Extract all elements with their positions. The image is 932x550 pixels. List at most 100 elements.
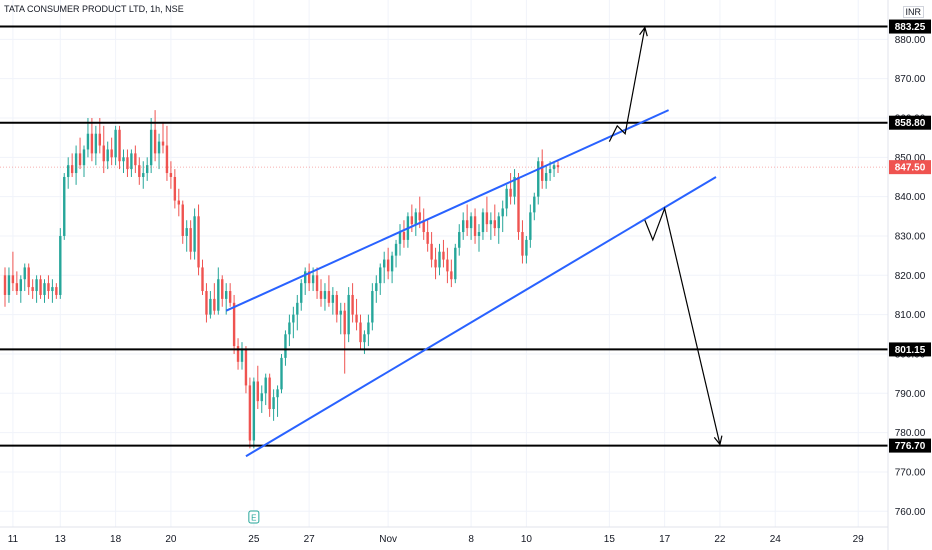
candle-body[interactable] [3, 275, 7, 295]
candle-body[interactable] [63, 176, 66, 236]
candle-body[interactable] [43, 283, 46, 295]
candle-body[interactable] [201, 267, 204, 292]
candle-body[interactable] [232, 302, 236, 347]
channel-trendline[interactable] [225, 109, 670, 312]
candle-body[interactable] [529, 212, 532, 240]
candle-body[interactable] [339, 310, 342, 315]
earnings-badge[interactable] [248, 510, 260, 524]
candle-body[interactable] [513, 176, 516, 197]
candle-body[interactable] [347, 294, 350, 335]
candle-body[interactable] [398, 232, 402, 244]
candle-body[interactable] [292, 314, 295, 323]
candle-body[interactable] [359, 322, 362, 343]
candle-body[interactable] [533, 196, 536, 213]
candle-body[interactable] [67, 165, 70, 177]
candle-body[interactable] [102, 145, 105, 162]
candle-body[interactable] [252, 381, 256, 441]
candle-body[interactable] [118, 129, 121, 162]
projection-path[interactable] [644, 206, 721, 445]
candle-body[interactable] [23, 267, 26, 280]
candlestick-series[interactable] [3, 110, 560, 449]
candle-body[interactable] [525, 239, 528, 256]
candle-body[interactable] [19, 279, 22, 292]
candle-body[interactable] [402, 232, 406, 240]
candle-body[interactable] [501, 208, 504, 217]
candle-body[interactable] [153, 129, 157, 154]
candle-body[interactable] [173, 176, 177, 201]
candle-body[interactable] [138, 165, 141, 177]
candle-body[interactable] [228, 291, 232, 303]
candle-body[interactable] [51, 287, 54, 292]
candle-body[interactable] [197, 216, 200, 268]
candle-body[interactable] [493, 220, 496, 229]
candle-body[interactable] [169, 173, 173, 177]
candle-body[interactable] [276, 389, 279, 398]
candle-body[interactable] [260, 393, 263, 402]
candle-body[interactable] [106, 149, 109, 162]
candle-body[interactable] [311, 275, 315, 284]
candle-body[interactable] [304, 271, 307, 284]
candle-body[interactable] [296, 302, 299, 315]
candle-body[interactable] [213, 298, 216, 311]
candle-body[interactable] [280, 357, 283, 390]
candle-body[interactable] [55, 287, 58, 295]
candle-body[interactable] [122, 157, 125, 162]
channel-trendline[interactable] [245, 176, 717, 458]
candle-body[interactable] [335, 294, 338, 315]
projection-arrows[interactable] [608, 26, 723, 446]
candle-body[interactable] [450, 271, 453, 280]
candle-body[interactable] [430, 243, 433, 260]
candle-body[interactable] [78, 153, 82, 166]
candle-body[interactable] [82, 149, 86, 166]
candle-body[interactable] [134, 153, 137, 166]
candle-body[interactable] [327, 291, 331, 303]
candle-body[interactable] [363, 334, 366, 343]
candle-body[interactable] [509, 188, 512, 197]
candle-body[interactable] [300, 283, 303, 303]
candle-body[interactable] [90, 133, 94, 154]
candle-body[interactable] [386, 259, 390, 272]
candle-body[interactable] [165, 145, 169, 174]
candle-body[interactable] [485, 212, 489, 225]
candle-body[interactable] [209, 298, 212, 315]
candle-body[interactable] [284, 334, 287, 358]
candle-body[interactable] [390, 255, 394, 272]
candle-body[interactable] [383, 259, 386, 268]
candle-body[interactable] [505, 188, 508, 209]
candle-body[interactable] [59, 235, 62, 295]
candle-body[interactable] [205, 291, 208, 315]
earnings-marker[interactable]: E [248, 510, 260, 524]
candle-body[interactable] [236, 346, 240, 362]
candle-body[interactable] [240, 350, 244, 362]
candle-body[interactable] [422, 220, 425, 233]
candle-body[interactable] [458, 232, 461, 248]
candle-body[interactable] [110, 149, 113, 158]
candle-body[interactable] [469, 216, 473, 229]
candle-body[interactable] [497, 216, 500, 229]
candle-body[interactable] [126, 157, 129, 170]
candle-body[interactable] [548, 169, 552, 174]
candle-body[interactable] [86, 133, 90, 150]
candle-body[interactable] [556, 165, 560, 168]
candle-body[interactable] [221, 279, 224, 299]
candle-body[interactable] [394, 243, 398, 256]
candle-body[interactable] [481, 212, 485, 233]
candle-body[interactable] [307, 271, 311, 284]
candle-body[interactable] [552, 165, 556, 170]
candle-body[interactable] [272, 397, 275, 410]
candle-body[interactable] [157, 141, 161, 154]
candle-body[interactable] [446, 259, 449, 272]
candle-body[interactable] [343, 310, 346, 335]
candle-body[interactable] [434, 259, 437, 268]
candle-body[interactable] [264, 377, 267, 394]
candle-body[interactable] [94, 133, 98, 154]
time-axis[interactable]: 11 13 18 20 25 27 Nov 8 10 15 17 22 24 29 [8, 534, 864, 545]
candle-body[interactable] [142, 173, 145, 177]
horizontal-levels[interactable] [0, 25, 888, 447]
candle-body[interactable] [225, 291, 228, 299]
candle-body[interactable] [114, 129, 117, 158]
candle-body[interactable] [161, 141, 165, 146]
symbol-title[interactable]: TATA CONSUMER PRODUCT LTD, 1h, NSE [4, 4, 184, 14]
candle-body[interactable] [465, 220, 469, 229]
channel-lines[interactable] [225, 109, 717, 458]
